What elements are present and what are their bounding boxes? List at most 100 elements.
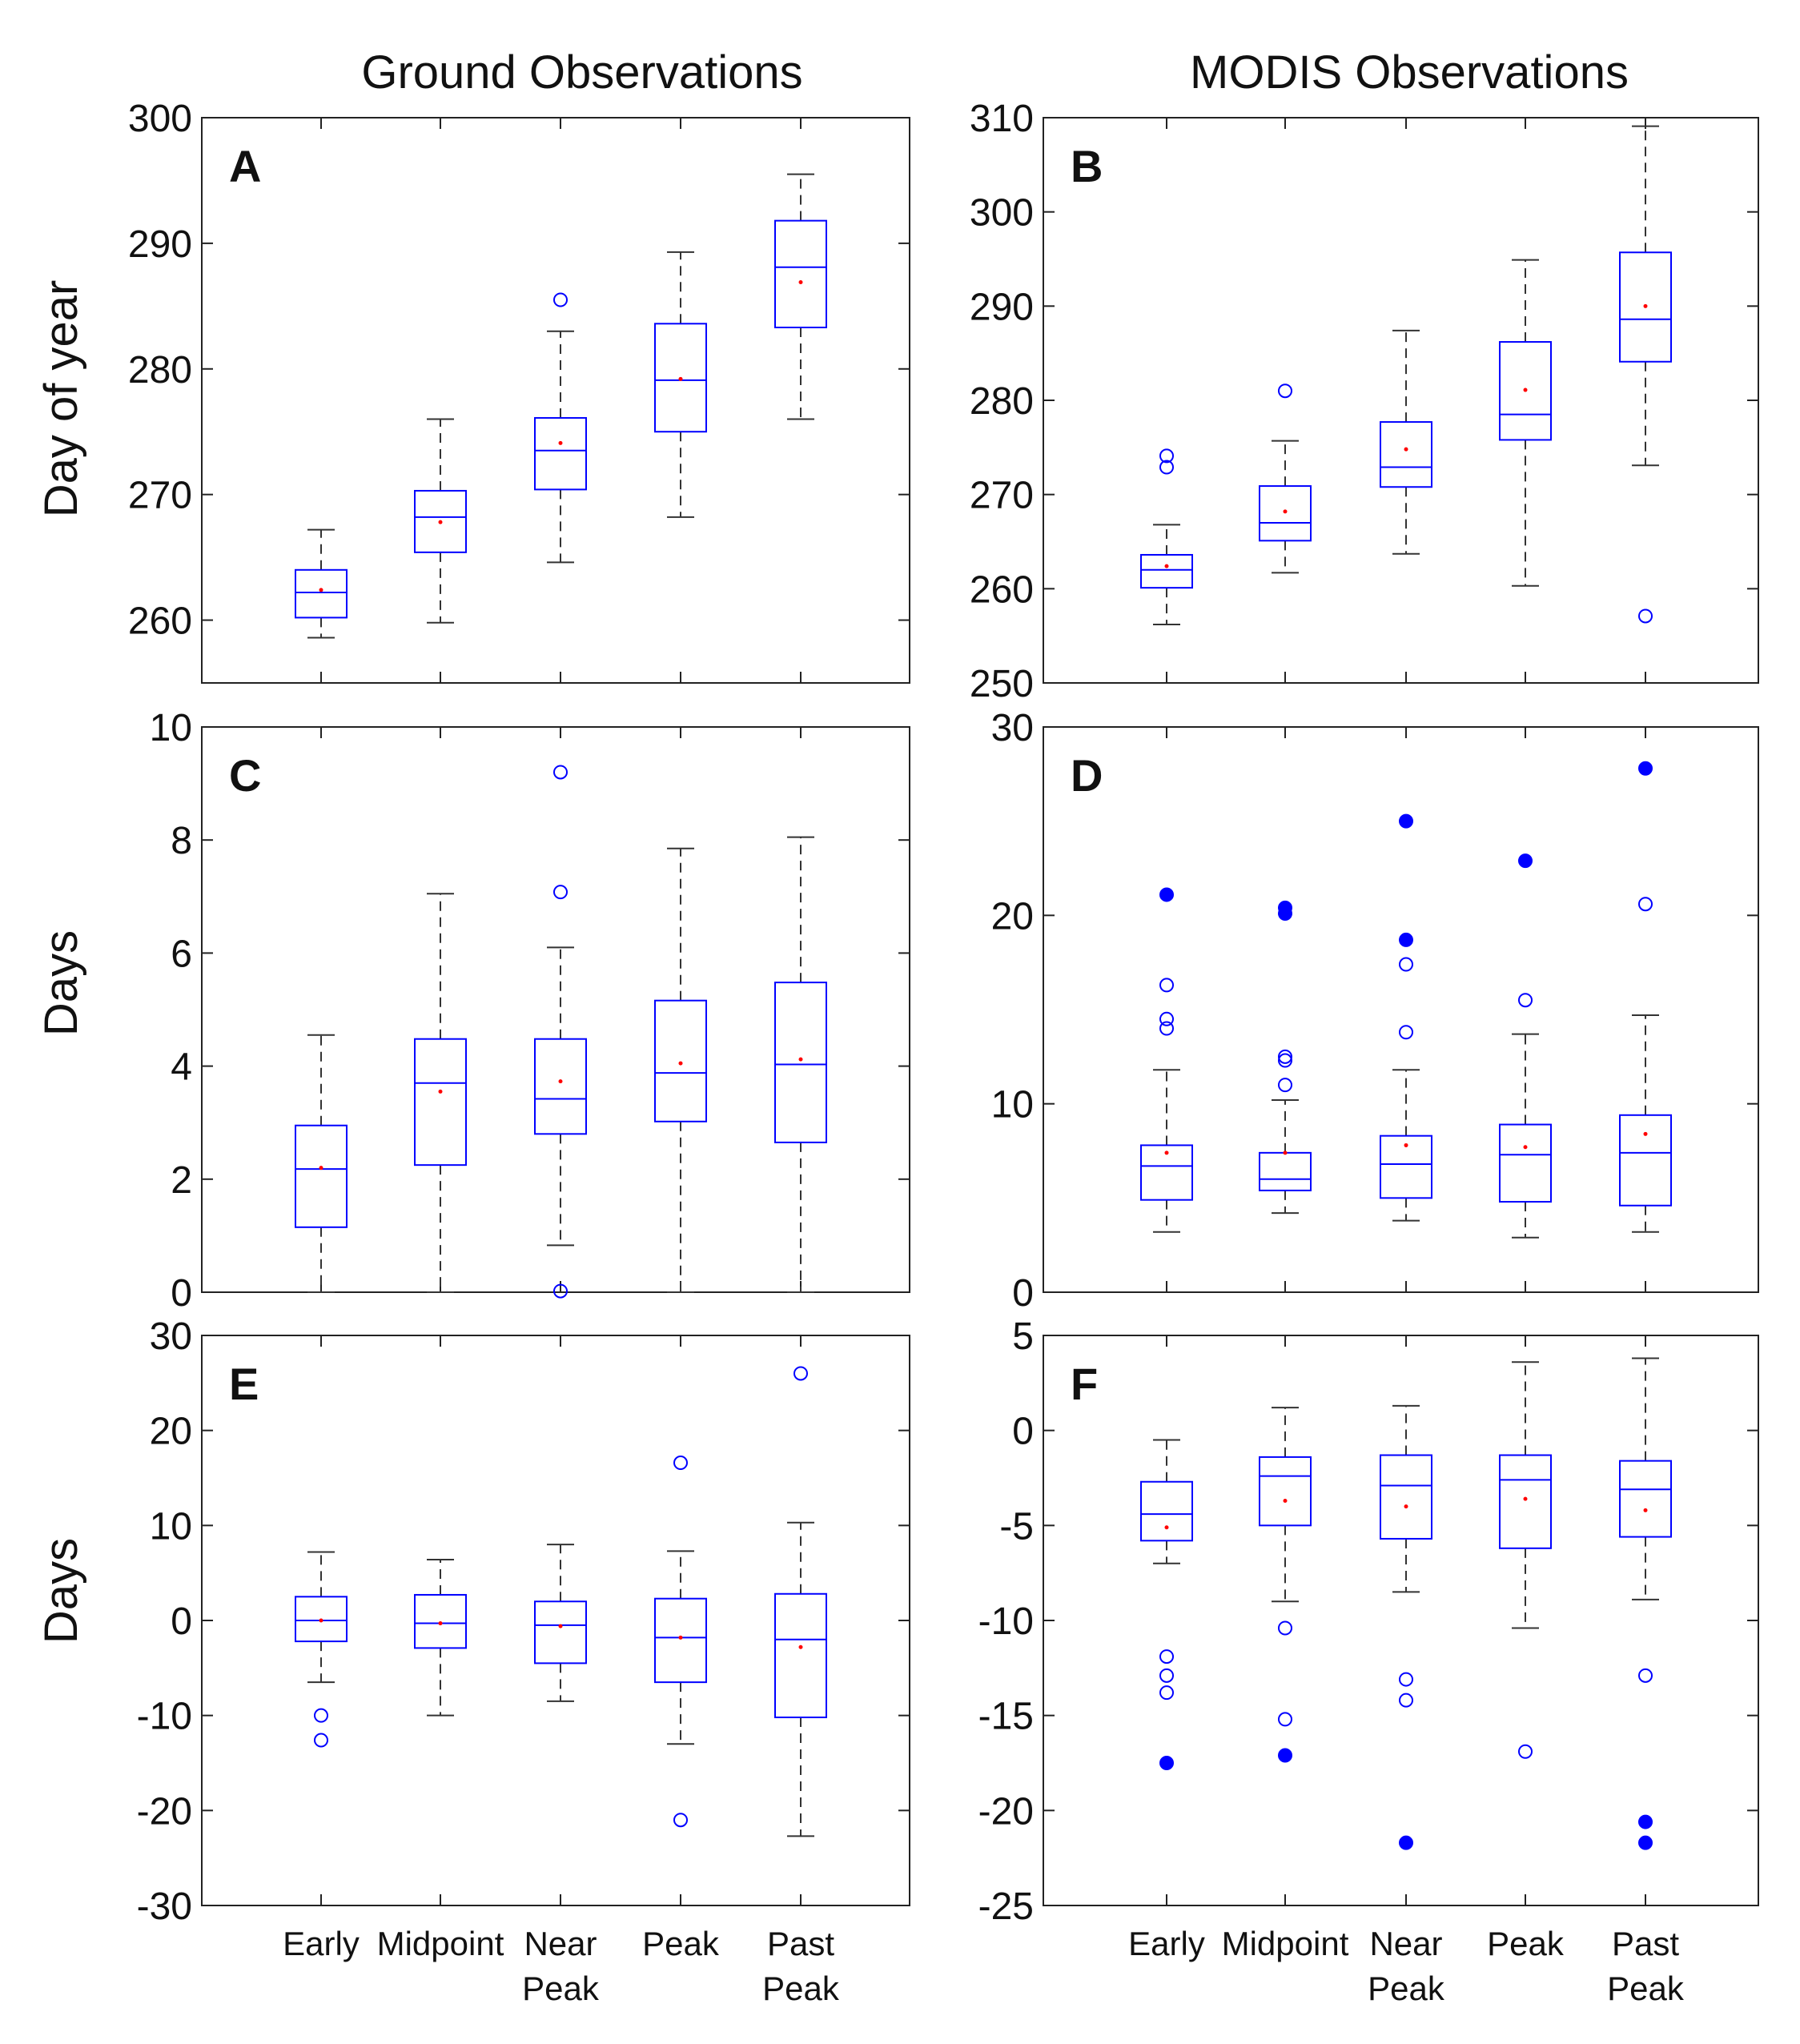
- outlier-open: [1278, 1620, 1292, 1636]
- outlier-filled: [1159, 887, 1174, 902]
- y-tick-label: -20: [978, 1790, 1034, 1833]
- x-tick-label: Peak: [1368, 1970, 1445, 2007]
- iqr-box: [1259, 485, 1312, 542]
- y-tick-label: 10: [150, 1505, 192, 1548]
- box-past-peak: [1619, 727, 1672, 1292]
- box-past-peak: [774, 727, 827, 1293]
- outlier-open: [1159, 460, 1174, 475]
- panel-B: 250 260 270 280 290 300 310 B: [970, 98, 1759, 705]
- iqr-box: [534, 1600, 587, 1665]
- mean-marker: [678, 376, 683, 381]
- box-peak: [654, 727, 707, 1293]
- box-midpoint: [1259, 727, 1312, 1292]
- iqr-box: [1259, 1456, 1312, 1527]
- mean-marker: [558, 1624, 563, 1628]
- box-near-peak: [534, 1335, 587, 1905]
- x-tick-label: Peak: [642, 1925, 720, 1962]
- mean-marker: [1643, 1508, 1648, 1512]
- mean-marker: [1404, 447, 1408, 452]
- outlier-open: [1278, 384, 1292, 399]
- column-title-modis: MODIS Observations: [1190, 46, 1629, 98]
- panel-label: F: [1071, 1359, 1098, 1409]
- panel-label: A: [229, 141, 261, 191]
- y-tick-label: 0: [171, 1272, 192, 1315]
- box-early: [1140, 727, 1193, 1292]
- box-past-peak: [774, 118, 827, 683]
- mean-marker: [1404, 1504, 1408, 1509]
- y-tick-label: -15: [978, 1696, 1034, 1738]
- outlier-open: [1159, 978, 1174, 993]
- y-tick-label: 4: [171, 1046, 192, 1089]
- outlier-open: [1159, 1011, 1174, 1026]
- outlier-filled: [1159, 1756, 1174, 1770]
- y-tick-label: 290: [128, 223, 192, 266]
- iqr-box: [654, 323, 707, 433]
- iqr-box: [1499, 1123, 1552, 1203]
- panel-label: D: [1071, 750, 1103, 801]
- y-tick-label: 310: [970, 98, 1034, 140]
- y-tick-label: -5: [999, 1505, 1034, 1548]
- outlier-open: [794, 1366, 808, 1381]
- y-tick-label: 280: [970, 380, 1034, 423]
- x-tick-label: Early: [1128, 1925, 1205, 1962]
- mean-marker: [558, 440, 563, 445]
- row2-ylabel: Days: [35, 930, 87, 1036]
- y-tick-label: 30: [991, 707, 1034, 749]
- x-tick-label: Midpoint: [377, 1925, 504, 1962]
- box-peak: [654, 1335, 707, 1905]
- iqr-box: [295, 568, 348, 619]
- mean-marker: [558, 1079, 563, 1084]
- outlier-open: [553, 1283, 568, 1299]
- box-early: [1140, 118, 1193, 683]
- y-tick-label: -10: [978, 1600, 1034, 1643]
- outlier-filled: [1399, 932, 1413, 947]
- outlier-open: [1399, 1025, 1413, 1040]
- outlier-open: [1159, 1668, 1174, 1683]
- y-tick-label: 260: [128, 600, 192, 643]
- panel-C: 0 2 4 6 8 10 C: [150, 707, 910, 1315]
- x-tick-label: Peak: [1487, 1925, 1565, 1962]
- box-early: [1140, 1335, 1193, 1905]
- outlier-open: [1278, 1053, 1292, 1068]
- mean-marker: [1523, 1496, 1528, 1501]
- outlier-open: [1159, 1649, 1174, 1665]
- panel-label: C: [229, 750, 261, 801]
- iqr-box: [1619, 1460, 1672, 1538]
- outlier-filled: [1278, 900, 1292, 915]
- iqr-box: [1619, 251, 1672, 363]
- iqr-box: [534, 1038, 587, 1135]
- iqr-box: [1259, 1151, 1312, 1191]
- box-midpoint: [414, 118, 467, 683]
- mean-marker: [798, 280, 803, 285]
- outlier-filled: [1518, 853, 1533, 869]
- iqr-box: [1499, 341, 1552, 441]
- y-tick-label: 270: [128, 475, 192, 517]
- mean-marker: [1164, 1151, 1169, 1155]
- box-early: [295, 118, 348, 683]
- box-past-peak: [1619, 118, 1672, 683]
- panel-label: B: [1071, 141, 1103, 191]
- mean-marker: [1283, 509, 1288, 514]
- outlier-open: [1638, 608, 1653, 624]
- y-tick-label: 20: [150, 1411, 192, 1453]
- x-tick-label: Past: [767, 1925, 834, 1962]
- box-near-peak: [534, 118, 587, 683]
- mean-marker: [319, 1618, 323, 1623]
- box-near-peak: [534, 727, 587, 1299]
- iqr-box: [774, 982, 827, 1143]
- y-tick-label: 250: [970, 663, 1034, 705]
- y-tick-label: -30: [137, 1885, 192, 1928]
- y-tick-label: 0: [1012, 1411, 1034, 1453]
- box-midpoint: [1259, 1335, 1312, 1905]
- panel-label: E: [229, 1359, 259, 1409]
- outlier-open: [1399, 1672, 1413, 1687]
- outlier-open: [314, 1708, 328, 1723]
- mean-marker: [1164, 564, 1169, 568]
- box-midpoint: [1259, 118, 1312, 683]
- outlier-open: [553, 765, 568, 780]
- iqr-box: [774, 219, 827, 329]
- axes-frame: [1043, 117, 1759, 684]
- y-tick-label: 290: [970, 286, 1034, 328]
- iqr-box: [1380, 421, 1432, 488]
- panels: 260270280290300A250260270280290300310B02…: [128, 98, 1759, 2007]
